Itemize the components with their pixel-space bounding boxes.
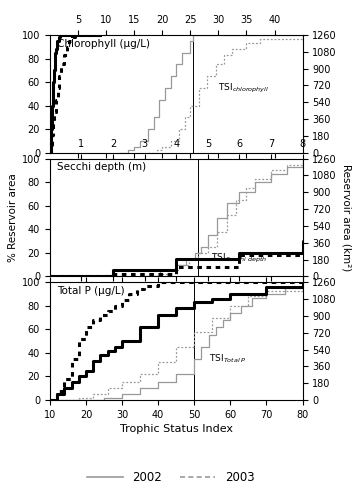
Text: Secchi depth (m): Secchi depth (m) bbox=[57, 162, 147, 172]
Text: TSI$_{chlorophyll}$: TSI$_{chlorophyll}$ bbox=[218, 82, 269, 94]
Text: TSI$_{Secchi\ depth}$: TSI$_{Secchi\ depth}$ bbox=[211, 252, 268, 266]
Text: TSI$_{Total\ P}$: TSI$_{Total\ P}$ bbox=[209, 352, 246, 365]
X-axis label: Trophic Status Index: Trophic Status Index bbox=[120, 424, 233, 434]
Text: Total P (μg/L): Total P (μg/L) bbox=[57, 286, 125, 296]
Y-axis label: % Reservoir area: % Reservoir area bbox=[7, 173, 17, 262]
Y-axis label: Reservoir area (km²): Reservoir area (km²) bbox=[341, 164, 351, 271]
Text: Chlorophyll (μg/L): Chlorophyll (μg/L) bbox=[57, 38, 151, 48]
Legend: 2002, 2003: 2002, 2003 bbox=[83, 466, 259, 489]
